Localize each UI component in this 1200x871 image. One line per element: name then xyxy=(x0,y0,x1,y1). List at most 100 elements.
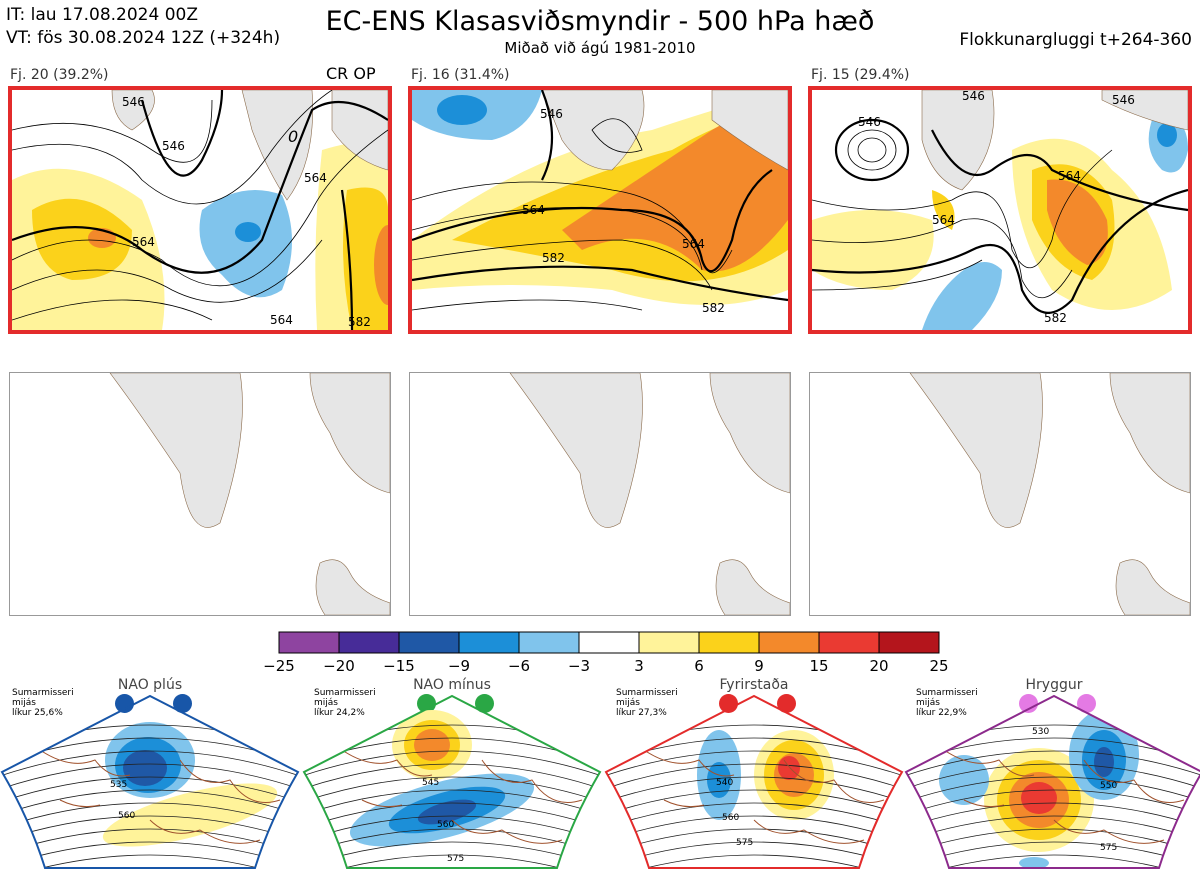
contour-label: 564 xyxy=(682,237,705,251)
colorbar-tick-label: 3 xyxy=(634,657,644,675)
regime-frame xyxy=(604,694,904,869)
colorbar-swatch xyxy=(878,631,940,654)
regime-info: Sumarmisseri mijás líkur 25,6% xyxy=(12,688,74,718)
height-contour xyxy=(304,828,600,855)
height-contour xyxy=(2,854,298,868)
contour-label: 560 xyxy=(118,811,135,821)
contour-label: 560 xyxy=(437,820,454,830)
height-contour xyxy=(2,828,298,855)
cluster-map-3[interactable]: 546 546 564 564 582 546 xyxy=(808,86,1192,334)
cluster-map-1[interactable]: 546 546 564 564 564 582 0 xyxy=(8,86,392,334)
height-contour xyxy=(2,776,298,803)
colorbar-tick-label: −25 xyxy=(263,657,295,675)
colorbar-tick-label: 15 xyxy=(809,657,829,675)
colorbar-swatch xyxy=(818,631,880,654)
colorbar-tick-label: −9 xyxy=(447,657,471,675)
coastline xyxy=(943,749,1185,844)
valid-time: VT: fös 30.08.2024 12Z (+324h) xyxy=(6,28,281,48)
contour-label: 546 xyxy=(162,139,185,153)
contour-label: 582 xyxy=(1044,311,1067,325)
height-contour xyxy=(2,841,298,868)
anomaly-shading xyxy=(1021,782,1057,814)
colorbar-swatch xyxy=(698,631,760,654)
height-contour xyxy=(906,776,1200,803)
colorbar-swatch xyxy=(278,631,340,654)
colorbar-tick-label: −3 xyxy=(567,657,591,675)
colorbar-swatch xyxy=(458,631,520,654)
anomaly-shading xyxy=(123,750,167,786)
page-subtitle: Miðað við ágú 1981-2010 xyxy=(504,39,696,57)
regime-map[interactable]: 530 550 575 xyxy=(904,690,1200,870)
height-contour xyxy=(606,854,902,868)
anomaly-shading xyxy=(707,762,731,798)
colorbar-tick-label: 25 xyxy=(929,657,949,675)
regime-map[interactable]: 540 560 575 xyxy=(604,690,904,870)
cluster-map-2[interactable]: 546 564 582 564 582 xyxy=(408,86,792,334)
anomaly-shading xyxy=(939,755,989,805)
colorbar-tick-label: 20 xyxy=(869,657,889,675)
regime-info: Sumarmisseri mijás líkur 22,9% xyxy=(916,688,978,718)
contour-label: 546 xyxy=(122,95,145,109)
height-contour xyxy=(304,854,600,868)
anomaly-shading xyxy=(1094,747,1114,777)
height-contour xyxy=(606,750,902,777)
height-contour xyxy=(906,750,1200,777)
anomaly-shading xyxy=(414,729,450,761)
anomaly-shading xyxy=(1019,857,1049,868)
cluster-2-label: Fj. 16 (31.4%) xyxy=(411,67,510,83)
colorbar-swatch xyxy=(578,631,640,654)
colorbar-tick-label: −15 xyxy=(383,657,415,675)
init-time: IT: lau 17.08.2024 00Z xyxy=(6,5,198,25)
regime-frame xyxy=(904,694,1200,869)
contour-label: 582 xyxy=(348,315,371,329)
regime-indicator-dot xyxy=(719,694,738,713)
contour-label: 546 xyxy=(962,90,985,103)
contour-label: 575 xyxy=(1100,843,1117,853)
contour-label: 575 xyxy=(736,838,753,848)
height-contour xyxy=(2,815,298,842)
regime-title: NAO plús xyxy=(117,677,183,693)
page-title: EC-ENS Klasasviðsmyndir - 500 hPa hæð xyxy=(325,6,875,37)
contour-label: 564 xyxy=(304,171,327,185)
height-contour xyxy=(906,815,1200,842)
empty-map-3[interactable] xyxy=(809,372,1191,616)
colorbar-swatch xyxy=(338,631,400,654)
regime-title: Fyrirstaða xyxy=(719,677,789,693)
contour-label: 575 xyxy=(447,854,464,864)
header-info: IT: lau 17.08.2024 00Z VT: fös 30.08.202… xyxy=(6,4,280,50)
contour-label: 564 xyxy=(1058,169,1081,183)
height-contour xyxy=(2,763,298,790)
colorbar xyxy=(278,631,940,654)
height-contour xyxy=(304,789,600,816)
contour-label: 546 xyxy=(540,107,563,121)
height-contour xyxy=(606,724,902,751)
height-contour xyxy=(606,802,902,829)
height-contour xyxy=(906,724,1200,751)
regime-map[interactable]: 535 560 xyxy=(0,690,300,870)
height-contour xyxy=(606,789,902,816)
regime-indicator-dot xyxy=(1019,694,1038,713)
window-label: Flokkunargluggi t+264-360 xyxy=(959,30,1192,50)
empty-map-1[interactable] xyxy=(9,372,391,616)
contour-label: 564 xyxy=(132,235,155,249)
height-contour xyxy=(606,763,902,790)
regime-indicator-dot xyxy=(777,694,796,713)
contour-label: 546 xyxy=(858,115,881,129)
regime-indicator-dot xyxy=(115,694,134,713)
anomaly-shading xyxy=(778,756,800,780)
contour-label: 535 xyxy=(110,780,127,790)
regime-indicator-dot xyxy=(475,694,494,713)
empty-map-2[interactable] xyxy=(409,372,791,616)
regime-map[interactable]: 545 560 575 xyxy=(302,690,602,870)
contour-label: 550 xyxy=(1100,781,1117,791)
height-contour xyxy=(606,828,902,855)
height-contour xyxy=(606,841,902,868)
regime-indicator-dot xyxy=(417,694,436,713)
height-contour xyxy=(906,828,1200,855)
regime-info: Sumarmisseri mijás líkur 27,3% xyxy=(616,688,678,718)
contour-label: 546 xyxy=(1112,93,1135,107)
regime-indicator-dot xyxy=(1077,694,1096,713)
height-contour xyxy=(304,815,600,842)
colorbar-tick-label: −20 xyxy=(323,657,355,675)
height-contour xyxy=(906,802,1200,829)
